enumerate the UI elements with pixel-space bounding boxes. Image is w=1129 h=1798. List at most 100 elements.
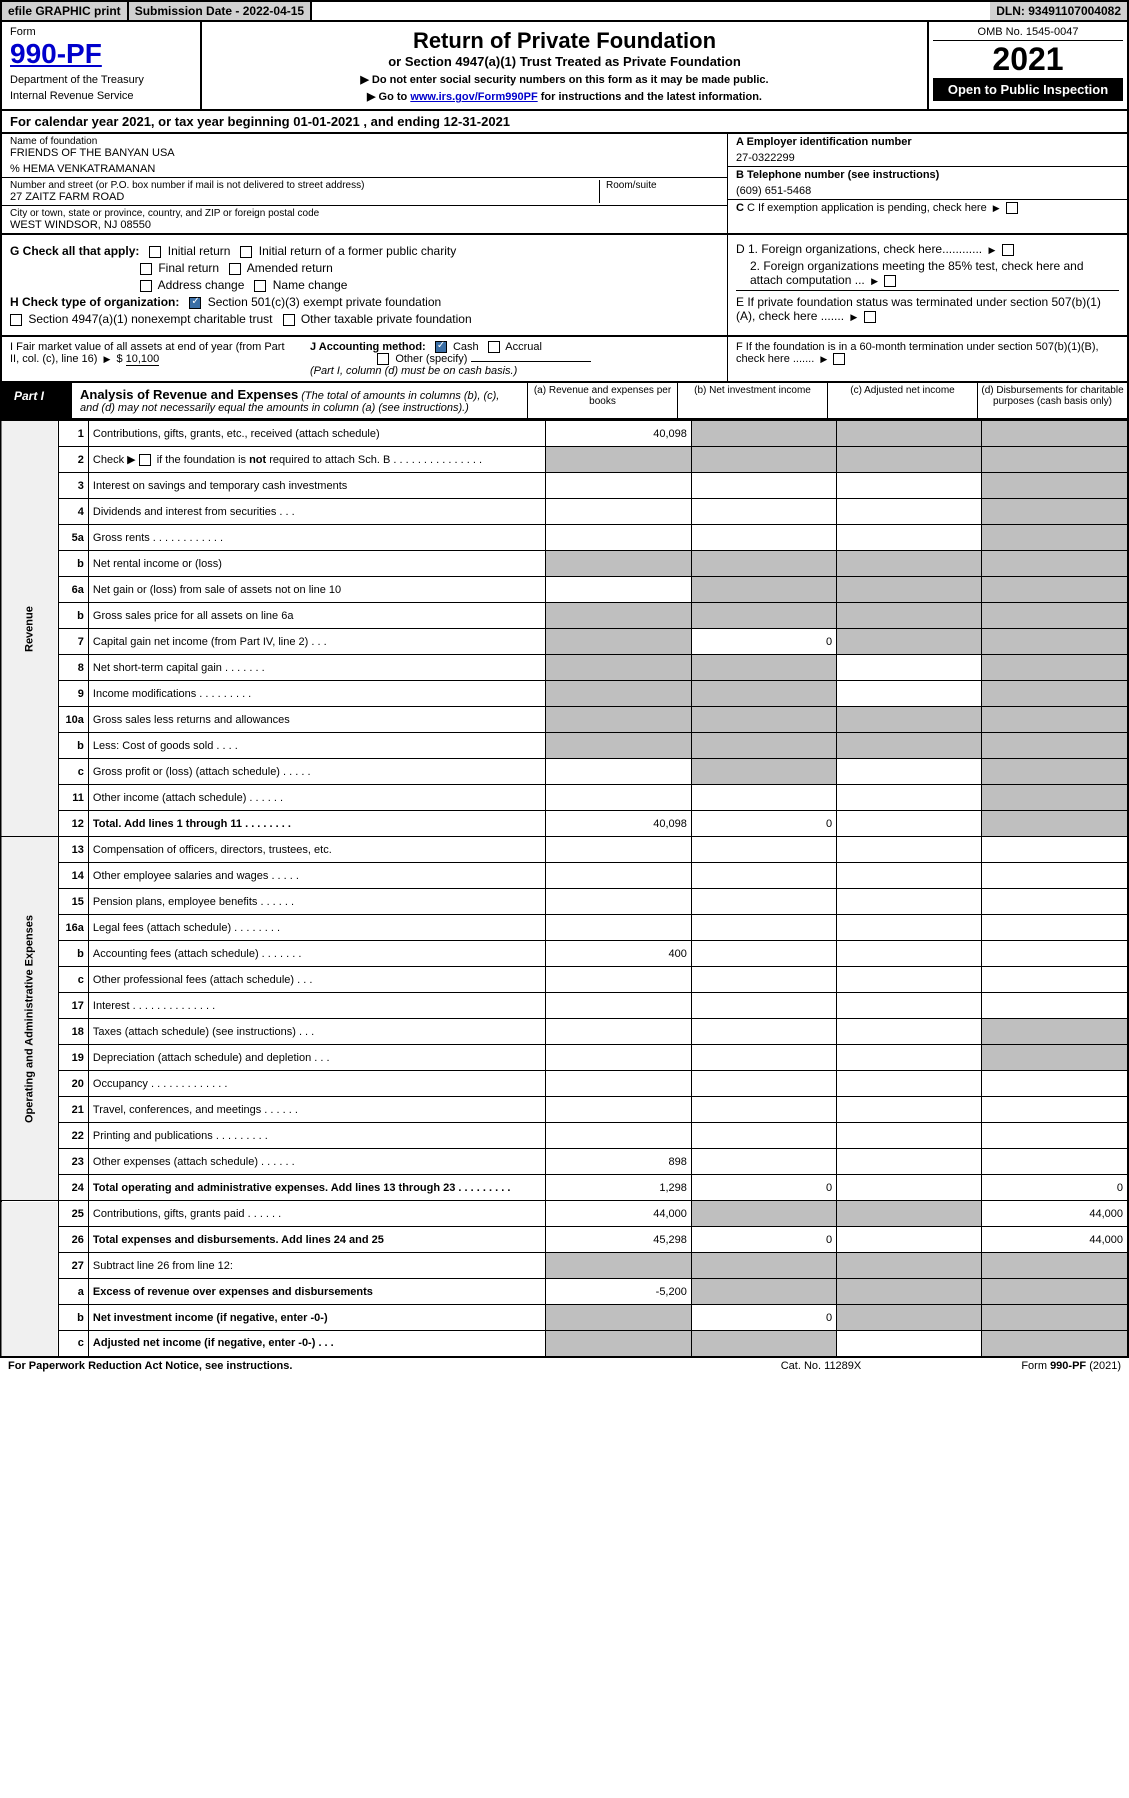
line-desc: Pension plans, employee benefits . . . .…: [88, 889, 545, 915]
line-no: 26: [59, 1227, 89, 1253]
footer-left: For Paperwork Reduction Act Notice, see …: [8, 1360, 721, 1372]
entity-section: Name of foundation FRIENDS OF THE BANYAN…: [0, 134, 1129, 235]
ssn-note: ▶ Do not enter social security numbers o…: [208, 73, 921, 86]
chk-cash[interactable]: [435, 341, 447, 353]
val-b: 0: [691, 811, 836, 837]
line-desc: Excess of revenue over expenses and disb…: [88, 1279, 545, 1305]
g2: Initial return of a former public charit…: [259, 244, 456, 258]
line-no: b: [59, 733, 89, 759]
line-desc: Gross sales price for all assets on line…: [88, 603, 545, 629]
entity-left: Name of foundation FRIENDS OF THE BANYAN…: [2, 134, 727, 233]
blank-side: [1, 1201, 59, 1357]
top-bar: efile GRAPHIC print Submission Date - 20…: [0, 0, 1129, 22]
line-desc: Dividends and interest from securities .…: [88, 499, 545, 525]
chk-initial-former[interactable]: [240, 246, 252, 258]
chk-name-change[interactable]: [254, 280, 266, 292]
line-no: 19: [59, 1045, 89, 1071]
j2: Accrual: [505, 341, 542, 353]
line-desc: Contributions, gifts, grants, etc., rece…: [88, 421, 545, 447]
line-no: b: [59, 941, 89, 967]
line-desc: Other professional fees (attach schedule…: [88, 967, 545, 993]
val-a: 44,000: [545, 1201, 691, 1227]
fmv-mid: J Accounting method: Cash Accrual Other …: [302, 337, 727, 381]
line-desc: Other employee salaries and wages . . . …: [88, 863, 545, 889]
cal-text1: For calendar year 2021, or tax year begi…: [10, 114, 293, 129]
e-text: E If private foundation status was termi…: [736, 295, 1101, 323]
efile-label: efile GRAPHIC print: [2, 2, 129, 20]
line-desc: Depreciation (attach schedule) and deple…: [88, 1045, 545, 1071]
chk-4947[interactable]: [10, 314, 22, 326]
care-of: % HEMA VENKATRAMANAN: [10, 163, 719, 175]
val-b: [691, 421, 836, 447]
line-desc: Adjusted net income (if negative, enter …: [88, 1331, 545, 1357]
ein-row: A Employer identification number 27-0322…: [728, 134, 1127, 167]
line-desc: Capital gain net income (from Part IV, l…: [88, 629, 545, 655]
line-desc: Check ▶ if the foundation is not require…: [88, 447, 545, 473]
chk-accrual[interactable]: [488, 341, 500, 353]
cal-text2: , and ending: [363, 114, 443, 129]
col-b-hdr: (b) Net investment income: [677, 383, 827, 418]
exemption-row: C C If exemption application is pending,…: [728, 200, 1127, 216]
line-no: 11: [59, 785, 89, 811]
chk-schb[interactable]: [139, 454, 151, 466]
line-no: 24: [59, 1175, 89, 1201]
dln-label: DLN:: [996, 4, 1028, 18]
chk-initial[interactable]: [149, 246, 161, 258]
expenses-side-label: Operating and Administrative Expenses: [1, 837, 59, 1201]
chk-f[interactable]: [833, 353, 845, 365]
line-no: a: [59, 1279, 89, 1305]
fmv-row: I Fair market value of all assets at end…: [0, 337, 1129, 383]
header-middle: Return of Private Foundation or Section …: [202, 22, 927, 109]
line-no: c: [59, 967, 89, 993]
line-desc: Total. Add lines 1 through 11 . . . . . …: [88, 811, 545, 837]
val-b: 0: [691, 1175, 836, 1201]
val-a: 898: [545, 1149, 691, 1175]
j-note: (Part I, column (d) must be on cash basi…: [310, 365, 517, 377]
chk-final[interactable]: [140, 263, 152, 275]
ein-value: 27-0322299: [736, 152, 1119, 164]
val-a: 40,098: [545, 421, 691, 447]
val-a: 400: [545, 941, 691, 967]
irs-link[interactable]: www.irs.gov/Form990PF: [410, 91, 537, 103]
foundation-name-row: Name of foundation FRIENDS OF THE BANYAN…: [2, 134, 727, 178]
chk-other-method[interactable]: [377, 353, 389, 365]
chk-d2[interactable]: [884, 275, 896, 287]
d2-line: 2. Foreign organizations meeting the 85%…: [736, 259, 1119, 287]
line-no: 14: [59, 863, 89, 889]
arrow-icon: [847, 309, 860, 323]
chk-e[interactable]: [864, 311, 876, 323]
cal-end: 12-31-2021: [444, 114, 511, 129]
line-desc: Total operating and administrative expen…: [88, 1175, 545, 1201]
line-desc: Gross rents . . . . . . . . . . . .: [88, 525, 545, 551]
checkbox-c[interactable]: [1006, 202, 1018, 214]
val-a: -5,200: [545, 1279, 691, 1305]
line-no: 1: [59, 421, 89, 447]
line-desc: Interest . . . . . . . . . . . . . .: [88, 993, 545, 1019]
chk-d1[interactable]: [1002, 244, 1014, 256]
address-row: Number and street (or P.O. box number if…: [2, 178, 727, 206]
val-a: 45,298: [545, 1227, 691, 1253]
g-label: G Check all that apply:: [10, 244, 139, 258]
line-desc: Taxes (attach schedule) (see instruction…: [88, 1019, 545, 1045]
chk-other-taxable[interactable]: [283, 314, 295, 326]
open-to-public: Open to Public Inspection: [933, 78, 1123, 101]
chk-amended[interactable]: [229, 263, 241, 275]
phone-row: B Telephone number (see instructions) (6…: [728, 167, 1127, 200]
page-footer: For Paperwork Reduction Act Notice, see …: [0, 1358, 1129, 1374]
dln: DLN: 93491107004082: [990, 2, 1127, 20]
line-desc: Net short-term capital gain . . . . . . …: [88, 655, 545, 681]
line-no: 25: [59, 1201, 89, 1227]
chk-addr-change[interactable]: [140, 280, 152, 292]
line-desc: Subtract line 26 from line 12:: [88, 1253, 545, 1279]
footer-right: Form 990-PF (2021): [921, 1360, 1121, 1372]
col-c-hdr: (c) Adjusted net income: [827, 383, 977, 418]
line-no: 12: [59, 811, 89, 837]
arrow-icon: [100, 353, 113, 365]
part1-title: Analysis of Revenue and Expenses: [80, 387, 298, 402]
j-label: J Accounting method:: [310, 341, 426, 353]
chk-501c3[interactable]: [189, 297, 201, 309]
line-no: b: [59, 551, 89, 577]
form-number-link[interactable]: 990-PF: [10, 38, 102, 69]
line-no: 22: [59, 1123, 89, 1149]
col-a-hdr: (a) Revenue and expenses per books: [527, 383, 677, 418]
